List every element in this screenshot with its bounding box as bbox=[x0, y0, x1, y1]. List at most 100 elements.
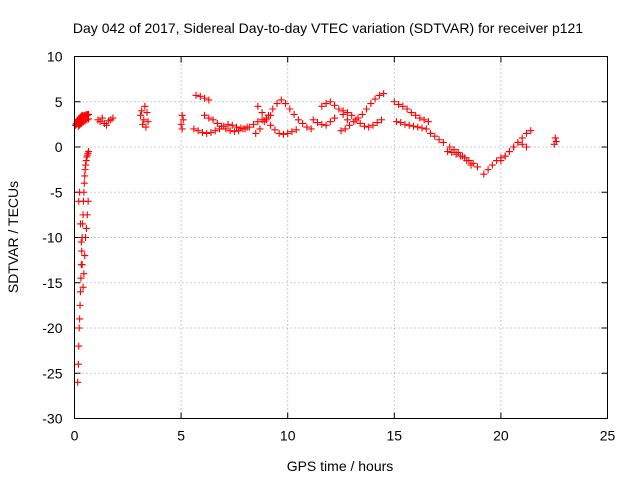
data-point bbox=[473, 163, 481, 171]
data-point bbox=[463, 157, 471, 165]
data-point bbox=[144, 118, 152, 126]
x-tick-label: 5 bbox=[177, 428, 185, 444]
data-point bbox=[480, 170, 488, 178]
gridlines bbox=[74, 56, 608, 419]
data-point bbox=[203, 129, 211, 137]
data-point bbox=[74, 360, 82, 368]
data-point bbox=[467, 161, 475, 169]
data-point bbox=[303, 123, 311, 131]
data-point bbox=[343, 116, 351, 124]
data-point bbox=[256, 125, 264, 133]
data-point bbox=[339, 107, 347, 115]
data-point bbox=[82, 234, 90, 241]
data-point bbox=[262, 116, 270, 124]
data-point bbox=[420, 116, 428, 124]
data-point bbox=[360, 122, 368, 130]
data-point bbox=[178, 111, 186, 119]
data-point bbox=[178, 125, 186, 133]
data-point bbox=[85, 115, 93, 123]
data-point bbox=[358, 110, 366, 118]
data-point bbox=[76, 301, 84, 309]
x-tick-label: 15 bbox=[387, 428, 403, 444]
data-point bbox=[322, 100, 330, 108]
data-point bbox=[78, 261, 86, 269]
data-point bbox=[284, 129, 292, 137]
data-point bbox=[292, 126, 300, 134]
x-tick-label: 20 bbox=[493, 428, 509, 444]
data-point bbox=[243, 123, 251, 131]
data-point bbox=[77, 238, 85, 246]
data-point bbox=[348, 111, 356, 119]
data-point bbox=[190, 125, 198, 133]
data-point bbox=[435, 136, 443, 144]
data-point bbox=[222, 125, 230, 133]
data-point bbox=[224, 120, 232, 128]
data-point bbox=[407, 109, 415, 117]
data-point bbox=[314, 119, 322, 127]
data-point bbox=[378, 116, 386, 124]
data-point bbox=[510, 143, 518, 151]
data-point bbox=[401, 120, 409, 128]
data-point bbox=[205, 114, 213, 122]
data-point bbox=[375, 91, 383, 99]
data-point bbox=[79, 283, 87, 291]
data-point bbox=[81, 172, 89, 180]
data-point bbox=[307, 125, 315, 133]
data-point bbox=[397, 119, 405, 127]
data-point bbox=[207, 129, 215, 137]
data-point bbox=[282, 100, 290, 108]
data-point bbox=[177, 120, 185, 128]
data-point bbox=[279, 130, 287, 138]
data-point bbox=[78, 247, 86, 255]
data-point bbox=[85, 148, 93, 156]
plot-frame bbox=[74, 56, 608, 419]
data-point bbox=[277, 96, 285, 104]
data-point bbox=[326, 118, 334, 126]
x-tick-label: 25 bbox=[600, 428, 616, 444]
data-point bbox=[309, 116, 317, 124]
data-point bbox=[198, 129, 206, 137]
data-point bbox=[76, 288, 84, 296]
data-point bbox=[192, 91, 200, 99]
y-tick-label: 10 bbox=[47, 49, 63, 65]
y-tick-label: -30 bbox=[42, 411, 62, 427]
data-point bbox=[76, 188, 84, 196]
x-tick-label: 0 bbox=[71, 428, 79, 444]
y-tick-label: -5 bbox=[50, 184, 63, 200]
data-point bbox=[484, 166, 492, 174]
data-point bbox=[522, 143, 530, 151]
data-point bbox=[459, 152, 467, 160]
data-point bbox=[252, 129, 260, 137]
y-tick-label: 0 bbox=[55, 139, 63, 155]
data-point bbox=[501, 152, 509, 160]
chart-title: Day 042 of 2017, Sidereal Day-to-day VTE… bbox=[73, 20, 583, 36]
data-point bbox=[267, 121, 275, 129]
data-point bbox=[273, 100, 281, 108]
data-point bbox=[497, 157, 505, 165]
data-point bbox=[211, 127, 219, 135]
data-point bbox=[254, 102, 262, 110]
data-point bbox=[218, 122, 226, 130]
data-point bbox=[522, 129, 530, 137]
data-point bbox=[81, 252, 89, 260]
y-tick-label: -15 bbox=[42, 275, 62, 291]
data-point bbox=[76, 315, 84, 323]
y-tick-label: 5 bbox=[55, 94, 63, 110]
data-point bbox=[341, 125, 349, 133]
data-point bbox=[82, 161, 90, 169]
data-point bbox=[412, 111, 420, 119]
data-point bbox=[137, 111, 145, 119]
data-point bbox=[250, 120, 258, 128]
data-point bbox=[514, 138, 522, 146]
data-point bbox=[488, 161, 496, 169]
data-point bbox=[83, 151, 91, 159]
y-tick-label: -20 bbox=[42, 320, 62, 336]
data-point bbox=[424, 118, 432, 126]
data-point bbox=[290, 110, 298, 118]
data-point bbox=[335, 105, 343, 113]
data-point bbox=[194, 127, 202, 135]
data-point bbox=[403, 105, 411, 113]
x-axis-title: GPS time / hours bbox=[287, 458, 394, 474]
data-point bbox=[322, 121, 330, 129]
